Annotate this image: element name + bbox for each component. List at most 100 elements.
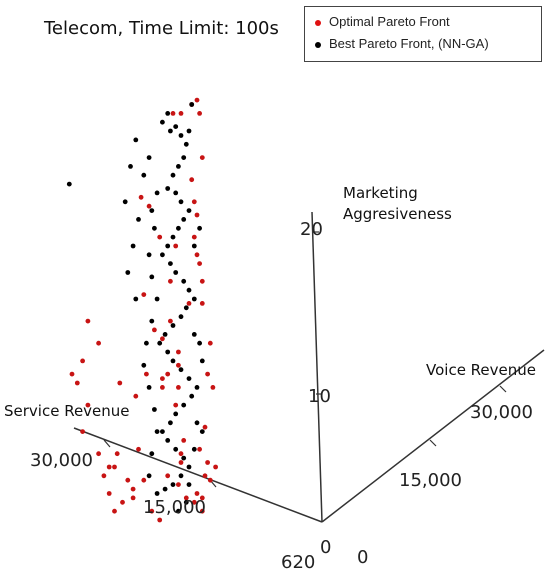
nn-ga-point-65 <box>191 332 197 337</box>
optimal-point-70 <box>213 464 219 470</box>
nn-ga-point-73 <box>176 508 181 514</box>
nn-ga-point-68 <box>194 420 200 426</box>
voice-revenue-axis-line <box>321 349 545 523</box>
optimal-point-57 <box>178 451 184 457</box>
optimal-point-18 <box>168 318 173 324</box>
legend-swatch-optimal <box>315 19 321 26</box>
nn-ga-point-21 <box>181 278 187 284</box>
optimal-point-49 <box>141 292 147 297</box>
legend-entry-nn-ga: Best Pareto Front, (NN-GA) <box>315 36 489 51</box>
nn-ga-point-2 <box>168 128 173 134</box>
optimal-point-60 <box>199 495 205 501</box>
nn-ga-point-33 <box>194 385 200 390</box>
optimal-point-4 <box>194 97 200 103</box>
nn-ga-point-0 <box>160 119 165 125</box>
optimal-point-31 <box>130 495 136 501</box>
nn-ga-point-12 <box>178 199 184 205</box>
optimal-point-42 <box>101 473 107 479</box>
z-tick-20: 20 <box>300 219 323 240</box>
optimal-point-58 <box>178 460 184 465</box>
optimal-point-13 <box>199 301 205 306</box>
optimal-point-48 <box>146 203 152 209</box>
axes-group <box>73 211 545 523</box>
nn-ga-point-44 <box>170 482 176 487</box>
optimal-point-32 <box>130 486 136 492</box>
optimal-point-7 <box>191 199 197 205</box>
optimal-point-59 <box>194 491 200 496</box>
voice-tick-30000 <box>499 385 507 393</box>
optimal-point-37 <box>69 371 75 377</box>
nn-ga-point-47 <box>146 155 152 161</box>
optimal-point-21 <box>160 385 165 390</box>
nn-ga-point-53 <box>149 274 155 280</box>
nn-ga-point-6 <box>186 128 192 134</box>
voice-revenue-axis-label: Voice Revenue <box>426 361 537 379</box>
optimal-point-19 <box>160 376 165 381</box>
optimal-point-44 <box>112 508 117 514</box>
nn-ga-point-10 <box>165 186 171 191</box>
optimal-point-72 <box>165 473 171 479</box>
optimal-point-22 <box>144 371 149 377</box>
optimal-point-69 <box>197 446 203 452</box>
voice-tick-label-0: 0 <box>357 547 369 568</box>
optimal-point-68 <box>202 473 208 479</box>
optimal-point-43 <box>106 491 112 496</box>
nn-ga-point-63 <box>191 243 197 249</box>
optimal-point-64 <box>205 371 211 377</box>
legend: Optimal Pareto Front Best Pareto Front, … <box>304 6 542 62</box>
nn-ga-point-34 <box>189 393 195 399</box>
nn-ga-point-54 <box>154 296 160 302</box>
nn-ga-point-36 <box>173 411 179 417</box>
optimal-point-39 <box>85 402 91 408</box>
voice-tick-label-15000: 15,000 <box>399 470 462 491</box>
optimal-point-41 <box>96 451 101 457</box>
nn-ga-point-76 <box>128 164 133 169</box>
nn-ga-point-48 <box>141 172 147 178</box>
optimal-point-61 <box>191 499 197 505</box>
optimal-point-1 <box>178 111 184 116</box>
nn-ga-point-51 <box>152 225 157 231</box>
nn-ga-point-55 <box>149 318 155 324</box>
nn-ga-point-37 <box>168 420 173 426</box>
nn-ga-point-7 <box>181 155 187 161</box>
optimal-point-54 <box>176 385 181 390</box>
nn-ga-point-19 <box>168 261 173 266</box>
optimal-point-34 <box>149 508 155 514</box>
nn-ga-point-52 <box>146 252 152 258</box>
legend-label-nn-ga: Best Pareto Front, (NN-GA) <box>329 36 489 51</box>
nn-ga-point-80 <box>125 270 131 275</box>
optimal-point-11 <box>197 261 203 266</box>
nn-ga-point-23 <box>191 296 197 302</box>
nn-ga-point-43 <box>178 473 184 479</box>
nn-ga-point-25 <box>178 314 184 320</box>
nn-ga-point-40 <box>173 446 179 452</box>
nn-ga-point-49 <box>149 208 155 214</box>
marketing-axis-line <box>311 211 323 523</box>
optimal-point-46 <box>85 318 91 324</box>
z-tick-10: 10 <box>308 386 331 407</box>
optimal-point-30 <box>141 477 147 483</box>
nn-ga-point-4 <box>178 133 184 138</box>
z-axis-label-line1: Marketing <box>343 184 418 202</box>
nn-ga-point-70 <box>191 446 197 452</box>
nn-ga-point-13 <box>186 208 192 214</box>
optimal-point-47 <box>138 194 144 200</box>
optimal-point-56 <box>181 438 187 443</box>
optimal-point-52 <box>176 349 181 355</box>
nn-ga-point-31 <box>178 367 184 373</box>
nn-ga-point-60 <box>154 429 160 434</box>
optimal-point-50 <box>152 327 157 333</box>
nn-ga-point-77 <box>122 199 128 205</box>
optimal-point-38 <box>74 380 80 386</box>
nn-ga-point-67 <box>199 358 205 364</box>
service-tick-30000 <box>103 439 111 448</box>
nn-ga-point-18 <box>160 252 165 258</box>
optimal-point-28 <box>106 464 112 470</box>
nn-ga-point-16 <box>170 234 176 240</box>
points-group <box>66 97 219 523</box>
optimal-point-40 <box>80 429 85 434</box>
z-axis-label-line2: Aggresiveness <box>343 205 452 223</box>
optimal-point-67 <box>207 477 213 483</box>
optimal-point-74 <box>183 495 189 501</box>
